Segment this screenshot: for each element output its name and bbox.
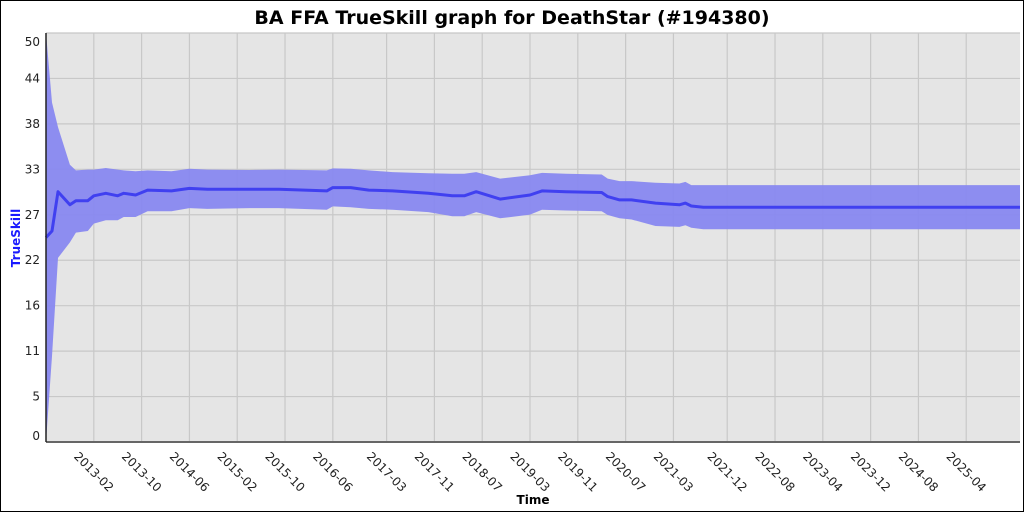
x-axis-ticks: 2013-02 2013-10 2014-06 2015-02 2015-10 2016-… — [71, 449, 989, 494]
y-tick-label: 16 — [25, 299, 40, 313]
y-axis-label: TrueSkill — [9, 209, 23, 267]
x-tick-label: 2020-07 — [603, 449, 648, 494]
x-tick-label: 2015-10 — [262, 449, 307, 494]
y-tick-label: 33 — [25, 162, 40, 176]
grid-lines — [46, 32, 1020, 443]
x-tick-label: 2018-07 — [460, 449, 505, 494]
x-tick-label: 2022-08 — [752, 449, 797, 494]
x-tick-label: 2017-03 — [364, 449, 409, 494]
plot-area — [46, 33, 1020, 442]
y-tick-label: 38 — [25, 117, 40, 131]
y-tick-label: 44 — [25, 71, 40, 85]
x-tick-label: 2023-04 — [800, 449, 845, 494]
chart-title: BA FFA TrueSkill graph for DeathStar (#1… — [254, 7, 769, 29]
x-tick-label: 2021-03 — [651, 449, 696, 494]
y-tick-label: 11 — [25, 344, 40, 358]
x-tick-label: 2019-11 — [555, 449, 600, 494]
trueskill-line — [44, 186, 1020, 239]
x-tick-label: 2015-02 — [215, 449, 260, 494]
y-tick-label: 27 — [25, 208, 40, 222]
x-axis-label: Time — [517, 493, 550, 507]
x-tick-label: 2014-06 — [167, 449, 212, 494]
x-tick-label: 2019-03 — [507, 449, 552, 494]
y-tick-label: 50 — [25, 35, 40, 49]
y-tick-label: 22 — [25, 253, 40, 267]
y-tick-label: 5 — [32, 390, 40, 404]
x-tick-label: 2021-12 — [705, 449, 750, 494]
x-tick-label: 2013-10 — [119, 449, 164, 494]
x-tick-label: 2024-08 — [896, 449, 941, 494]
x-tick-label: 2023-12 — [848, 449, 893, 494]
x-tick-label: 2017-11 — [412, 449, 457, 494]
x-tick-label: 2013-02 — [71, 449, 116, 494]
y-axis-ticks: 0 5 11 16 22 27 33 38 44 50 — [25, 35, 40, 443]
x-tick-label: 2025-04 — [944, 449, 989, 494]
y-tick-label: 0 — [32, 429, 40, 443]
x-tick-label: 2016-06 — [310, 449, 355, 494]
